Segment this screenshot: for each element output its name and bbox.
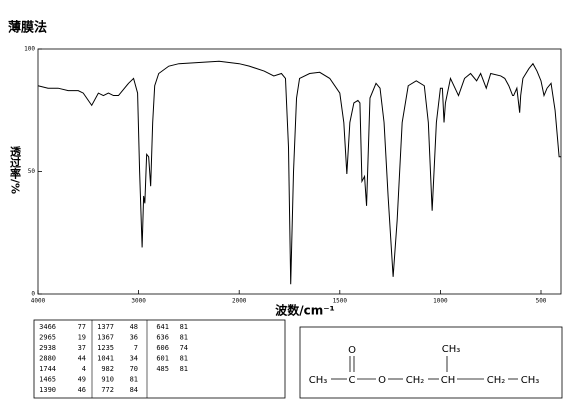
spectrum-line xyxy=(37,60,562,285)
x-tick-label: 1500 xyxy=(333,298,348,305)
x-axis-label: 波数/cm⁻¹ xyxy=(275,303,335,318)
peak-transmittance: 70 xyxy=(130,365,138,373)
y-tick-label: 50 xyxy=(28,168,36,175)
peak-wavenumber: 1465 xyxy=(39,376,56,384)
peak-transmittance: 81 xyxy=(130,376,138,384)
y-tick-label: 100 xyxy=(24,46,35,53)
peak-transmittance: 34 xyxy=(130,355,138,363)
peak-wavenumber: 910 xyxy=(101,376,114,384)
peak-transmittance: 49 xyxy=(78,376,86,384)
peak-transmittance: 44 xyxy=(78,355,86,363)
structure-frame xyxy=(299,326,563,399)
peak-wavenumber: 641 xyxy=(156,323,169,331)
x-tick-label: 3000 xyxy=(131,298,146,305)
atom-label: C xyxy=(349,375,356,386)
peak-wavenumber: 1041 xyxy=(97,355,114,363)
x-tick-label: 2000 xyxy=(232,298,247,305)
peak-wavenumber: 606 xyxy=(156,344,169,352)
peak-wavenumber: 485 xyxy=(156,365,169,373)
peak-transmittance: 81 xyxy=(180,323,188,331)
peak-transmittance: 37 xyxy=(78,344,86,352)
peak-transmittance: 81 xyxy=(180,365,188,373)
peak-transmittance: 81 xyxy=(180,334,188,342)
peak-wavenumber: 772 xyxy=(101,386,114,394)
chart-title: 薄膜法 xyxy=(8,20,47,36)
peak-wavenumber: 3466 xyxy=(39,323,56,331)
x-tick-label: 4000 xyxy=(31,298,46,305)
peak-table-frame xyxy=(33,319,286,399)
peak-wavenumber: 982 xyxy=(101,365,114,373)
atom-label: O xyxy=(348,345,356,356)
atom-label: CH₃ xyxy=(521,375,540,386)
peak-transmittance: 81 xyxy=(180,355,188,363)
x-tick-label: 1000 xyxy=(433,298,448,305)
peak-transmittance: 84 xyxy=(130,386,138,394)
peak-transmittance: 74 xyxy=(180,344,188,352)
atom-label: CH₃ xyxy=(442,344,461,355)
peak-wavenumber: 1235 xyxy=(97,344,114,352)
y-axis-label: 透过率/% xyxy=(9,146,22,194)
peak-wavenumber: 1377 xyxy=(97,323,114,331)
peak-wavenumber: 601 xyxy=(156,355,169,363)
peak-transmittance: 36 xyxy=(130,334,138,342)
peak-transmittance: 19 xyxy=(78,334,86,342)
peak-wavenumber: 2880 xyxy=(39,355,56,363)
atom-label: CH₂ xyxy=(487,375,506,386)
peak-wavenumber: 2938 xyxy=(39,344,56,352)
peak-transmittance: 4 xyxy=(82,365,86,373)
atom-label: CH xyxy=(441,375,456,386)
peak-wavenumber: 636 xyxy=(156,334,169,342)
atom-label: O xyxy=(378,375,386,386)
atom-label: CH₂ xyxy=(406,375,425,386)
structure-bonds xyxy=(331,356,518,380)
peak-transmittance: 77 xyxy=(78,323,86,331)
peak-wavenumber: 1744 xyxy=(39,365,56,373)
peak-transmittance: 48 xyxy=(130,323,138,331)
y-tick-label: 0 xyxy=(31,291,35,298)
peak-wavenumber: 2965 xyxy=(39,334,56,342)
plot-frame xyxy=(37,48,562,295)
peak-wavenumber: 1367 xyxy=(97,334,114,342)
peak-wavenumber: 1390 xyxy=(39,386,56,394)
peak-transmittance: 7 xyxy=(134,344,138,352)
atom-label: CH₃ xyxy=(309,375,328,386)
peak-transmittance: 46 xyxy=(78,386,86,394)
x-tick-label: 500 xyxy=(536,298,547,305)
